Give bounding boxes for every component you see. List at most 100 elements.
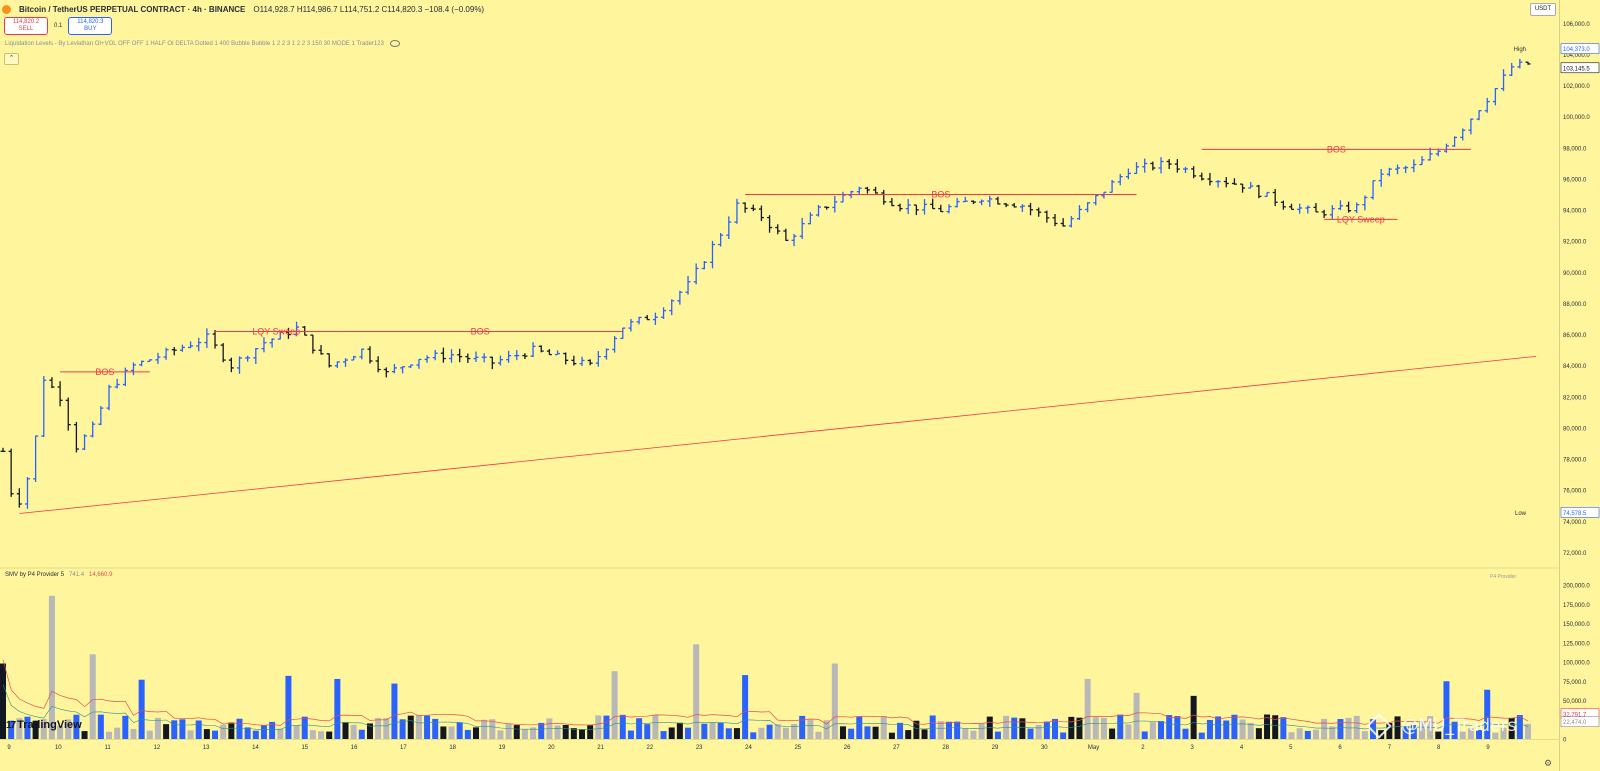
candle[interactable] bbox=[1370, 179, 1376, 200]
candle[interactable] bbox=[930, 198, 936, 210]
candle[interactable] bbox=[628, 318, 634, 332]
volume-bar[interactable] bbox=[1492, 732, 1499, 739]
candle[interactable] bbox=[1117, 173, 1123, 186]
volume-bar[interactable] bbox=[978, 723, 985, 739]
volume-bar[interactable] bbox=[1166, 715, 1173, 739]
candle[interactable] bbox=[661, 307, 667, 319]
candle[interactable] bbox=[473, 351, 479, 362]
tradingview-logo[interactable]: 17 TradingView bbox=[6, 719, 82, 731]
volume-bar[interactable] bbox=[1133, 692, 1140, 739]
volume-bar[interactable] bbox=[676, 722, 683, 739]
candle[interactable] bbox=[1378, 169, 1384, 187]
volume-bar[interactable] bbox=[823, 720, 830, 739]
candle[interactable] bbox=[922, 199, 928, 215]
candle[interactable] bbox=[1150, 161, 1156, 171]
candle[interactable] bbox=[204, 328, 210, 348]
candle[interactable] bbox=[734, 198, 740, 224]
volume-bar[interactable] bbox=[260, 725, 267, 739]
volume-bar[interactable] bbox=[685, 727, 692, 739]
volume-bar[interactable] bbox=[913, 720, 920, 739]
volume-bar[interactable] bbox=[921, 729, 928, 739]
candle[interactable] bbox=[147, 359, 153, 363]
candle[interactable] bbox=[1386, 167, 1392, 177]
candle[interactable] bbox=[514, 350, 520, 361]
candle[interactable] bbox=[122, 367, 128, 387]
candle[interactable] bbox=[587, 359, 593, 366]
volume-bar[interactable] bbox=[415, 714, 422, 739]
volume-bar[interactable] bbox=[864, 726, 871, 739]
candle[interactable] bbox=[8, 448, 14, 497]
volume-bar[interactable] bbox=[65, 719, 72, 739]
candle[interactable] bbox=[1134, 162, 1140, 175]
candle[interactable] bbox=[408, 364, 414, 368]
candle[interactable] bbox=[603, 348, 609, 360]
volume-bar[interactable] bbox=[1476, 730, 1483, 739]
volume-bar[interactable] bbox=[1043, 721, 1050, 739]
candle[interactable] bbox=[1248, 181, 1254, 189]
candle[interactable] bbox=[644, 315, 650, 321]
volume-bar[interactable] bbox=[1427, 716, 1434, 739]
volume-bar[interactable] bbox=[986, 716, 993, 739]
settings-gear-icon[interactable]: ⚙ bbox=[1544, 758, 1553, 768]
volume-bar[interactable] bbox=[587, 725, 594, 739]
volume-bar[interactable] bbox=[456, 722, 463, 739]
volume-bar[interactable] bbox=[366, 723, 373, 739]
volume-bar[interactable] bbox=[1092, 717, 1099, 739]
candle[interactable] bbox=[481, 353, 487, 363]
candle[interactable] bbox=[1452, 136, 1458, 147]
volume-bar[interactable] bbox=[489, 719, 496, 739]
volume-bar[interactable] bbox=[1109, 728, 1116, 739]
candle[interactable] bbox=[98, 406, 104, 426]
volume-bar[interactable] bbox=[203, 729, 210, 739]
candle[interactable] bbox=[41, 376, 47, 438]
candle[interactable] bbox=[979, 199, 985, 206]
candle[interactable] bbox=[824, 206, 830, 210]
candle[interactable] bbox=[326, 353, 332, 368]
volume-bar[interactable] bbox=[163, 724, 170, 739]
volume-bar[interactable] bbox=[1060, 732, 1067, 739]
candle[interactable] bbox=[294, 321, 300, 336]
candle[interactable] bbox=[1492, 87, 1498, 106]
volume-bar[interactable] bbox=[1190, 695, 1197, 739]
volume-bar[interactable] bbox=[481, 719, 488, 739]
candle[interactable] bbox=[1199, 172, 1205, 181]
volume-bar[interactable] bbox=[1174, 716, 1181, 739]
candle[interactable] bbox=[571, 355, 577, 366]
volume-bar[interactable] bbox=[309, 730, 316, 739]
candle[interactable] bbox=[889, 197, 895, 207]
volume-bar[interactable] bbox=[1296, 728, 1303, 739]
candle[interactable] bbox=[620, 327, 626, 340]
candle[interactable] bbox=[277, 330, 283, 340]
candle[interactable] bbox=[383, 367, 389, 378]
volume-bar[interactable] bbox=[440, 726, 447, 739]
volume-bar[interactable] bbox=[782, 727, 789, 739]
candle[interactable] bbox=[33, 435, 39, 482]
volume-bar[interactable] bbox=[1264, 714, 1271, 739]
sell-button[interactable]: 114,820.2 SELL bbox=[4, 17, 48, 35]
volume-bar[interactable] bbox=[350, 724, 357, 739]
volume-bar[interactable] bbox=[472, 727, 479, 739]
volume-bar[interactable] bbox=[1280, 717, 1287, 739]
volume-bar[interactable] bbox=[1508, 717, 1515, 739]
volume-bar[interactable] bbox=[717, 722, 724, 739]
volume-bar[interactable] bbox=[448, 726, 455, 739]
candle[interactable] bbox=[359, 348, 365, 360]
candle[interactable] bbox=[212, 330, 218, 349]
candle[interactable] bbox=[1476, 110, 1482, 121]
volume-bar[interactable] bbox=[1288, 732, 1295, 739]
volume-bar[interactable] bbox=[1149, 722, 1156, 739]
candle[interactable] bbox=[1044, 210, 1050, 223]
candle[interactable] bbox=[938, 204, 944, 213]
candle[interactable] bbox=[73, 422, 79, 453]
volume-bar[interactable] bbox=[171, 720, 178, 739]
volume-bar[interactable] bbox=[1500, 727, 1507, 739]
volume-bar[interactable] bbox=[1231, 714, 1238, 739]
volume-bars[interactable] bbox=[0, 595, 1531, 739]
volume-bar[interactable] bbox=[497, 730, 504, 739]
volume-bar[interactable] bbox=[293, 725, 300, 739]
volume-bar[interactable] bbox=[146, 730, 153, 739]
candle[interactable] bbox=[701, 261, 707, 270]
candle[interactable] bbox=[807, 212, 813, 225]
indicator-legend[interactable]: Liquidation Levels - By Leviathan OI+VOL… bbox=[5, 40, 400, 47]
candle[interactable] bbox=[155, 352, 161, 364]
